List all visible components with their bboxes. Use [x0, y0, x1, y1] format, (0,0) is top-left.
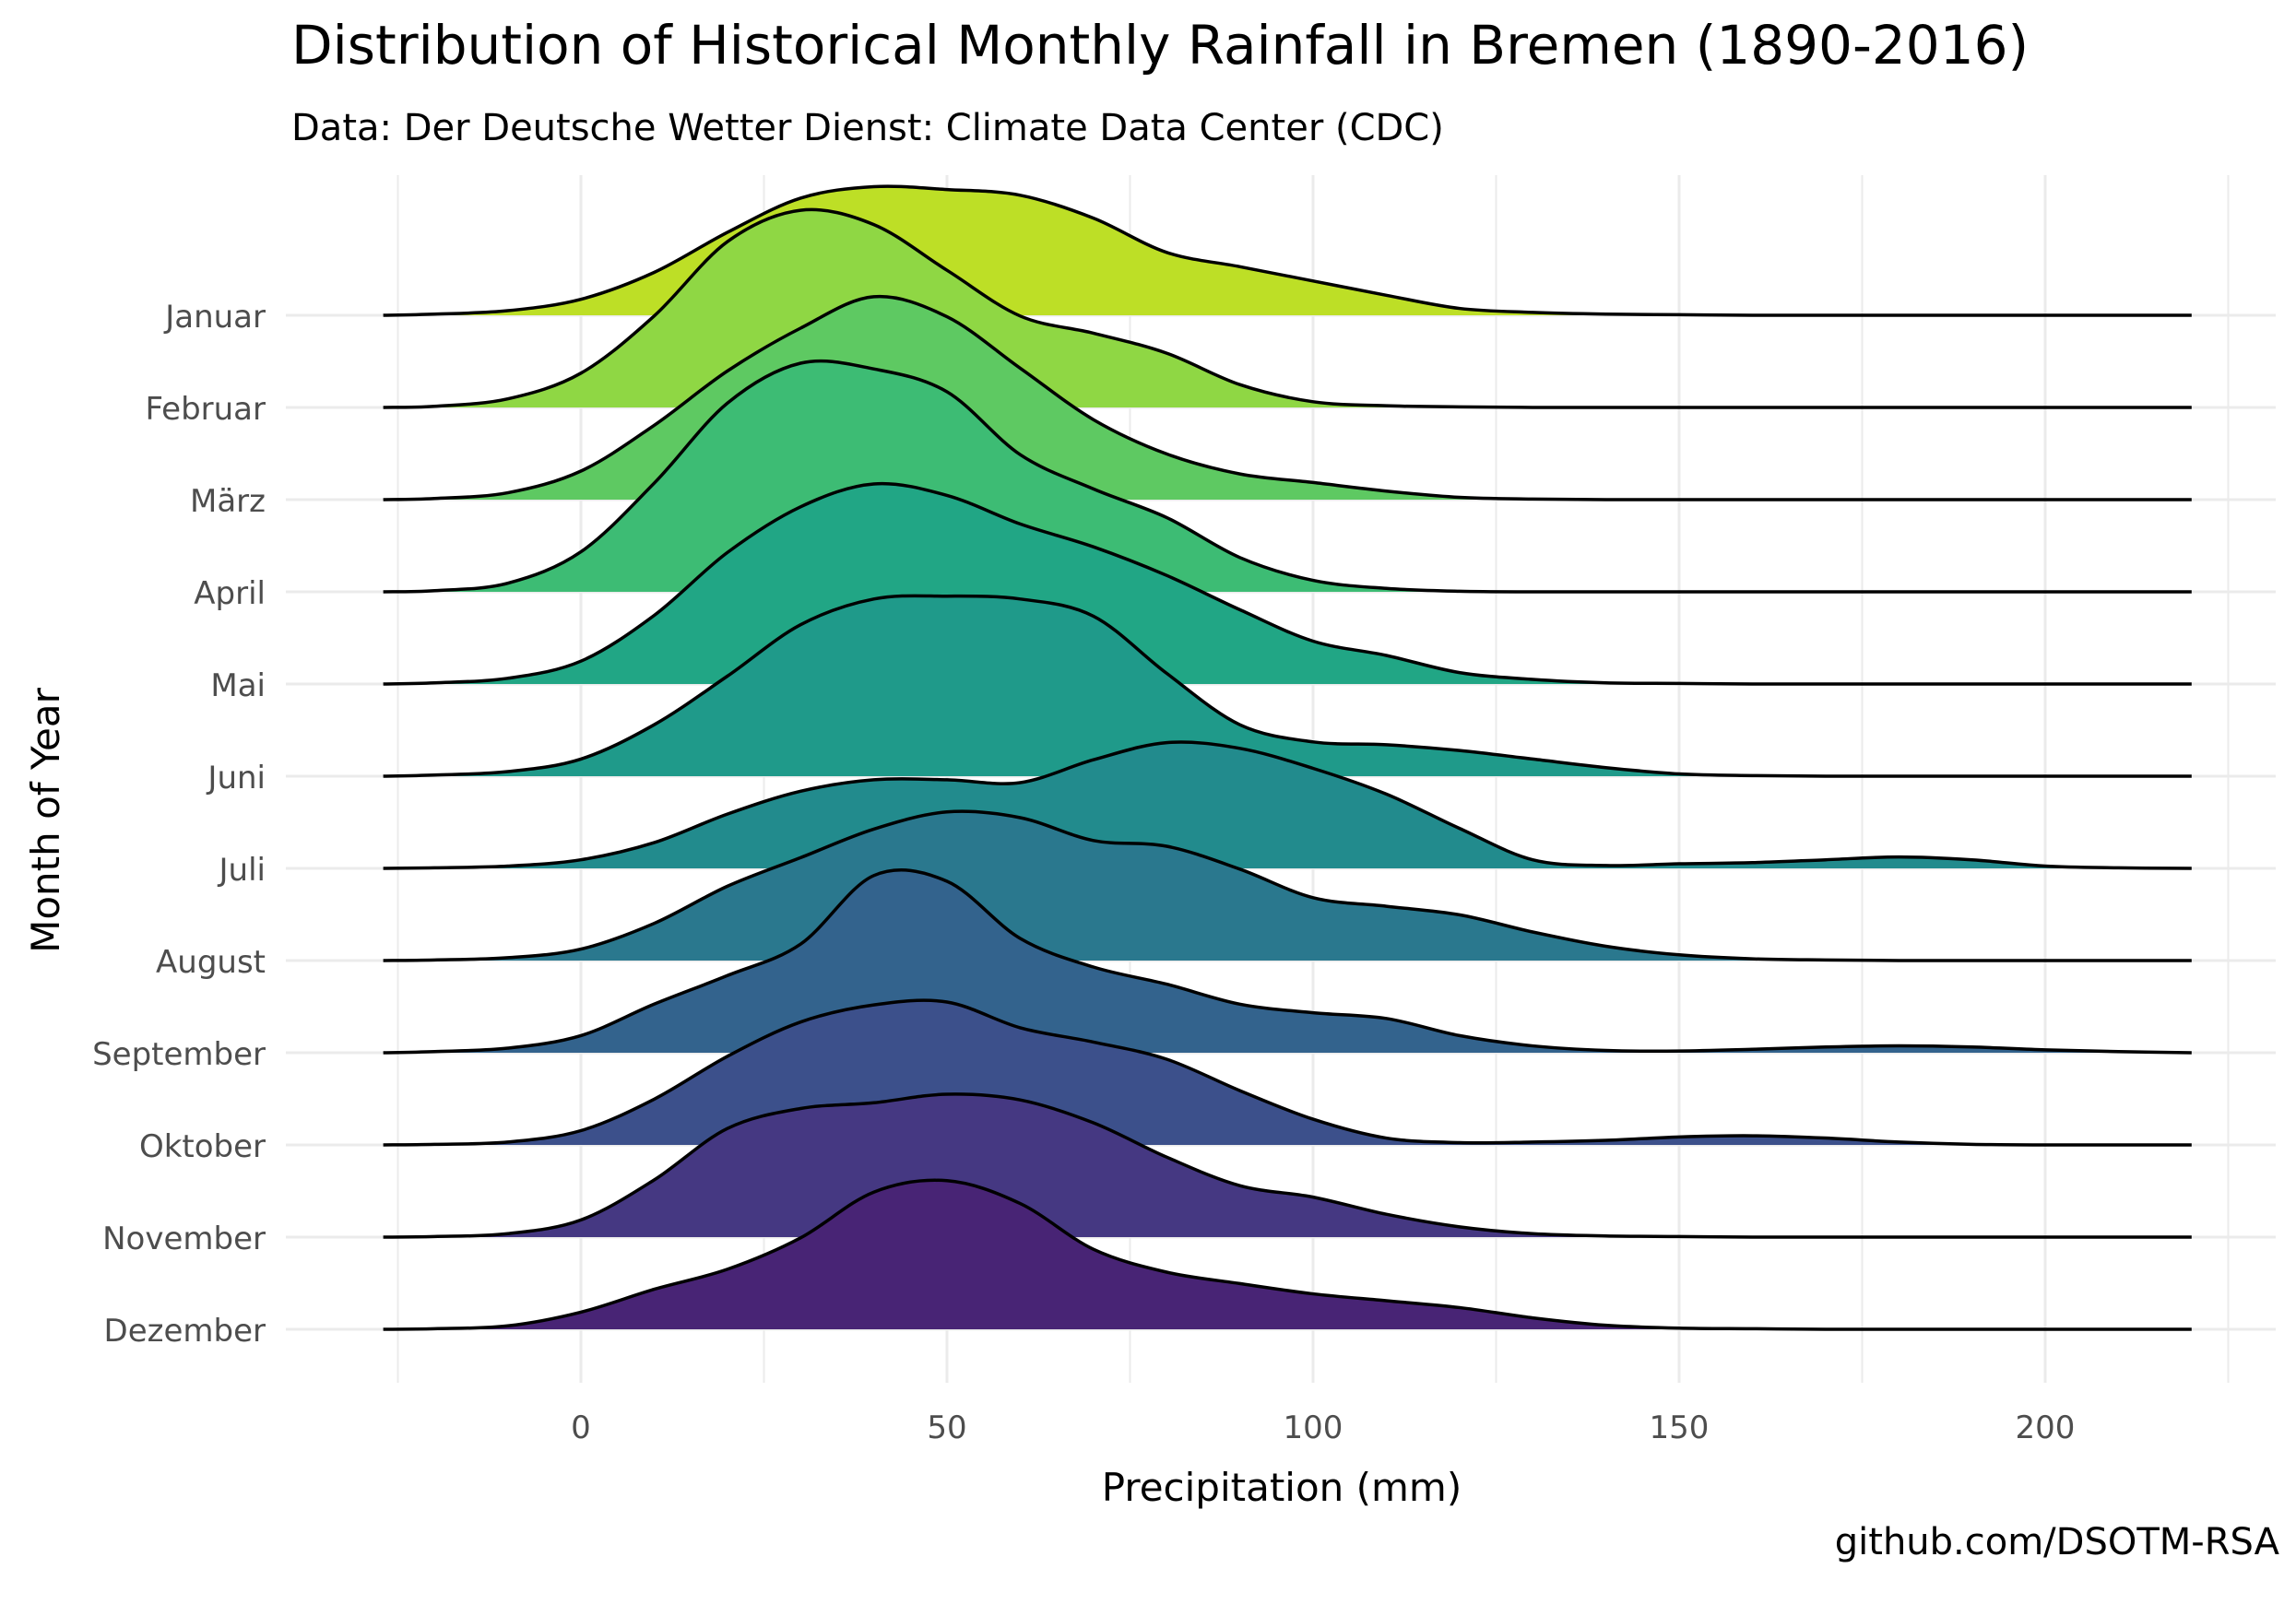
x-tick-label: 100	[1284, 1409, 1343, 1446]
y-tick-label: März	[190, 483, 266, 520]
ridge-fill	[383, 596, 2192, 777]
ridges	[383, 184, 2192, 1331]
y-axis-title: Month of Year	[23, 687, 68, 952]
ridge-fill	[383, 1093, 2192, 1238]
x-tick-labels: 0 50 100 150 200	[571, 1409, 2075, 1446]
x-tick-label: 0	[571, 1409, 591, 1446]
ridge-fill	[383, 742, 2192, 868]
x-tick-label: 150	[1650, 1409, 1710, 1446]
y-tick-label: Mai	[210, 667, 266, 704]
y-tick-labels: Januar Februar März April Mai Juni Juli August S…	[92, 299, 266, 1350]
ridge-outline	[383, 481, 2192, 686]
ridge-fill	[383, 869, 2192, 1053]
ridge-outline	[383, 207, 2192, 409]
chart-title: Distribution of Historical Monthly Rainf…	[291, 14, 2030, 77]
x-tick-label: 200	[2016, 1409, 2076, 1446]
ridge-outline	[383, 594, 2192, 778]
ridge-outline	[383, 294, 2192, 501]
y-tick-label: August	[156, 944, 266, 981]
chart-caption: github.com/DSOTM-RSA	[1834, 1521, 2279, 1563]
chart-subtitle: Data: Der Deutsche Wetter Dienst: Climat…	[291, 107, 1444, 149]
y-tick-label: Dezember	[104, 1313, 266, 1350]
ridge-outline	[383, 868, 2192, 1055]
ridge-outline	[383, 998, 2192, 1147]
ridge-fill	[383, 1180, 2192, 1330]
y-tick-label: September	[92, 1036, 266, 1073]
y-tick-label: Januar	[163, 299, 266, 336]
x-tick-label: 50	[927, 1409, 966, 1446]
ridge-outline	[383, 1092, 2192, 1239]
ridge-outline	[383, 809, 2192, 962]
ridge-outline	[383, 359, 2192, 594]
ridge-outline	[383, 184, 2192, 317]
x-axis-title: Precipitation (mm)	[1102, 1465, 1462, 1510]
y-tick-label: Juli	[218, 852, 266, 889]
ridge-fill	[383, 186, 2192, 316]
y-tick-label: Juni	[206, 760, 266, 796]
y-tick-label: Februar	[145, 391, 266, 428]
y-tick-label: November	[102, 1221, 266, 1257]
y-tick-label: Oktober	[139, 1128, 266, 1165]
ridge-outline	[383, 1178, 2192, 1331]
ridge-outline	[383, 740, 2192, 870]
y-tick-label: April	[194, 575, 266, 612]
